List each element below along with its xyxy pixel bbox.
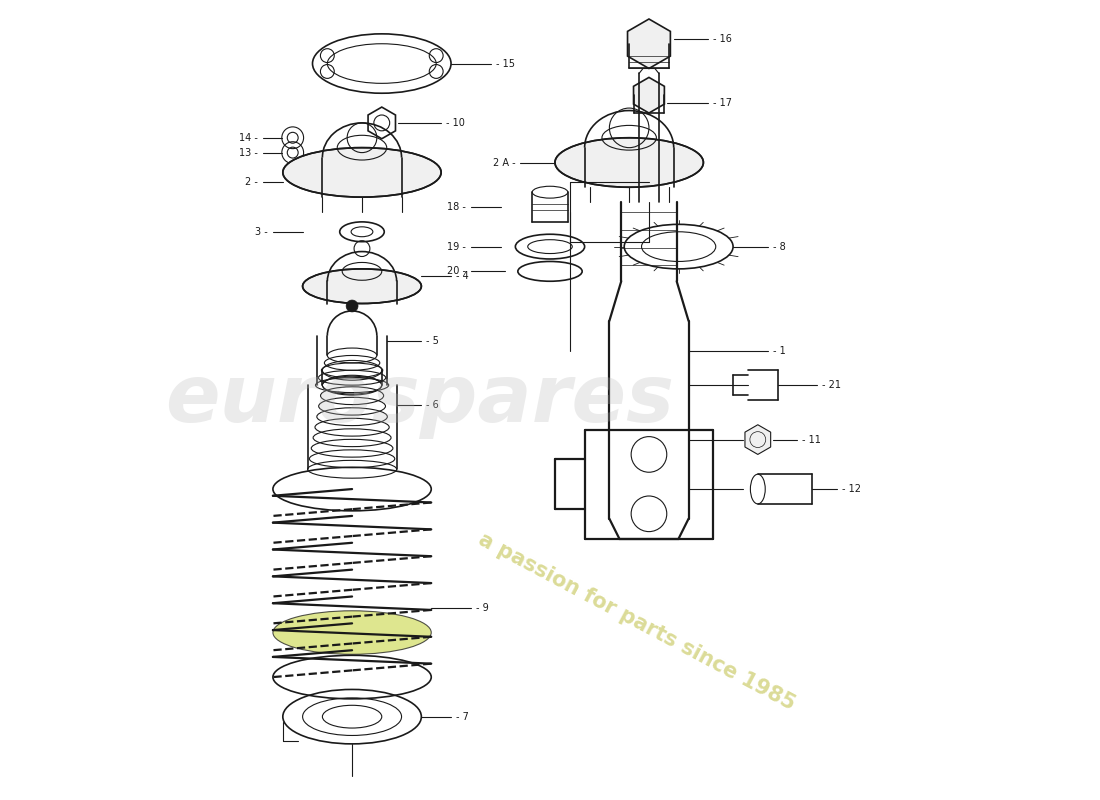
Polygon shape xyxy=(745,425,771,454)
Text: 20 -: 20 - xyxy=(447,266,466,276)
Text: - 15: - 15 xyxy=(496,58,515,69)
Text: - 12: - 12 xyxy=(842,484,861,494)
Text: eurospares: eurospares xyxy=(165,361,674,439)
Text: - 1: - 1 xyxy=(772,346,785,355)
Ellipse shape xyxy=(283,148,441,197)
Text: - 6: - 6 xyxy=(427,400,439,410)
Text: 2 A -: 2 A - xyxy=(493,158,516,167)
Text: - 16: - 16 xyxy=(713,34,733,44)
Text: - 7: - 7 xyxy=(456,712,469,722)
Text: - 5: - 5 xyxy=(427,336,439,346)
Text: - 9: - 9 xyxy=(476,603,488,613)
Text: - 4: - 4 xyxy=(456,271,469,282)
Polygon shape xyxy=(627,19,670,69)
Ellipse shape xyxy=(302,269,421,303)
Text: - 21: - 21 xyxy=(822,380,842,390)
Text: - 8: - 8 xyxy=(772,242,785,252)
Text: 13 -: 13 - xyxy=(239,148,258,158)
Text: - 10: - 10 xyxy=(447,118,465,128)
Ellipse shape xyxy=(554,138,703,187)
Ellipse shape xyxy=(273,610,431,654)
Text: 2 -: 2 - xyxy=(245,178,258,187)
Polygon shape xyxy=(634,78,664,113)
Text: 19 -: 19 - xyxy=(447,242,466,252)
Text: - 11: - 11 xyxy=(802,434,822,445)
Text: - 17: - 17 xyxy=(713,98,733,108)
Circle shape xyxy=(346,300,358,312)
Text: 14 -: 14 - xyxy=(239,133,258,142)
Text: 18 -: 18 - xyxy=(447,202,466,212)
Text: a passion for parts since 1985: a passion for parts since 1985 xyxy=(475,530,799,714)
Text: 3 -: 3 - xyxy=(255,226,268,237)
